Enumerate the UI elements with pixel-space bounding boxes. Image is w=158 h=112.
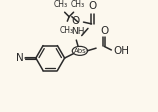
Text: O: O: [72, 16, 80, 26]
Text: Abs: Abs: [73, 48, 86, 54]
Text: CH₃: CH₃: [59, 26, 73, 35]
Text: NH: NH: [71, 27, 85, 36]
Text: O: O: [88, 1, 97, 11]
Text: O: O: [100, 26, 108, 36]
Text: OH: OH: [113, 46, 129, 56]
Text: N: N: [16, 53, 24, 63]
Text: CH₃: CH₃: [70, 0, 84, 9]
Text: CH₃: CH₃: [54, 0, 68, 9]
